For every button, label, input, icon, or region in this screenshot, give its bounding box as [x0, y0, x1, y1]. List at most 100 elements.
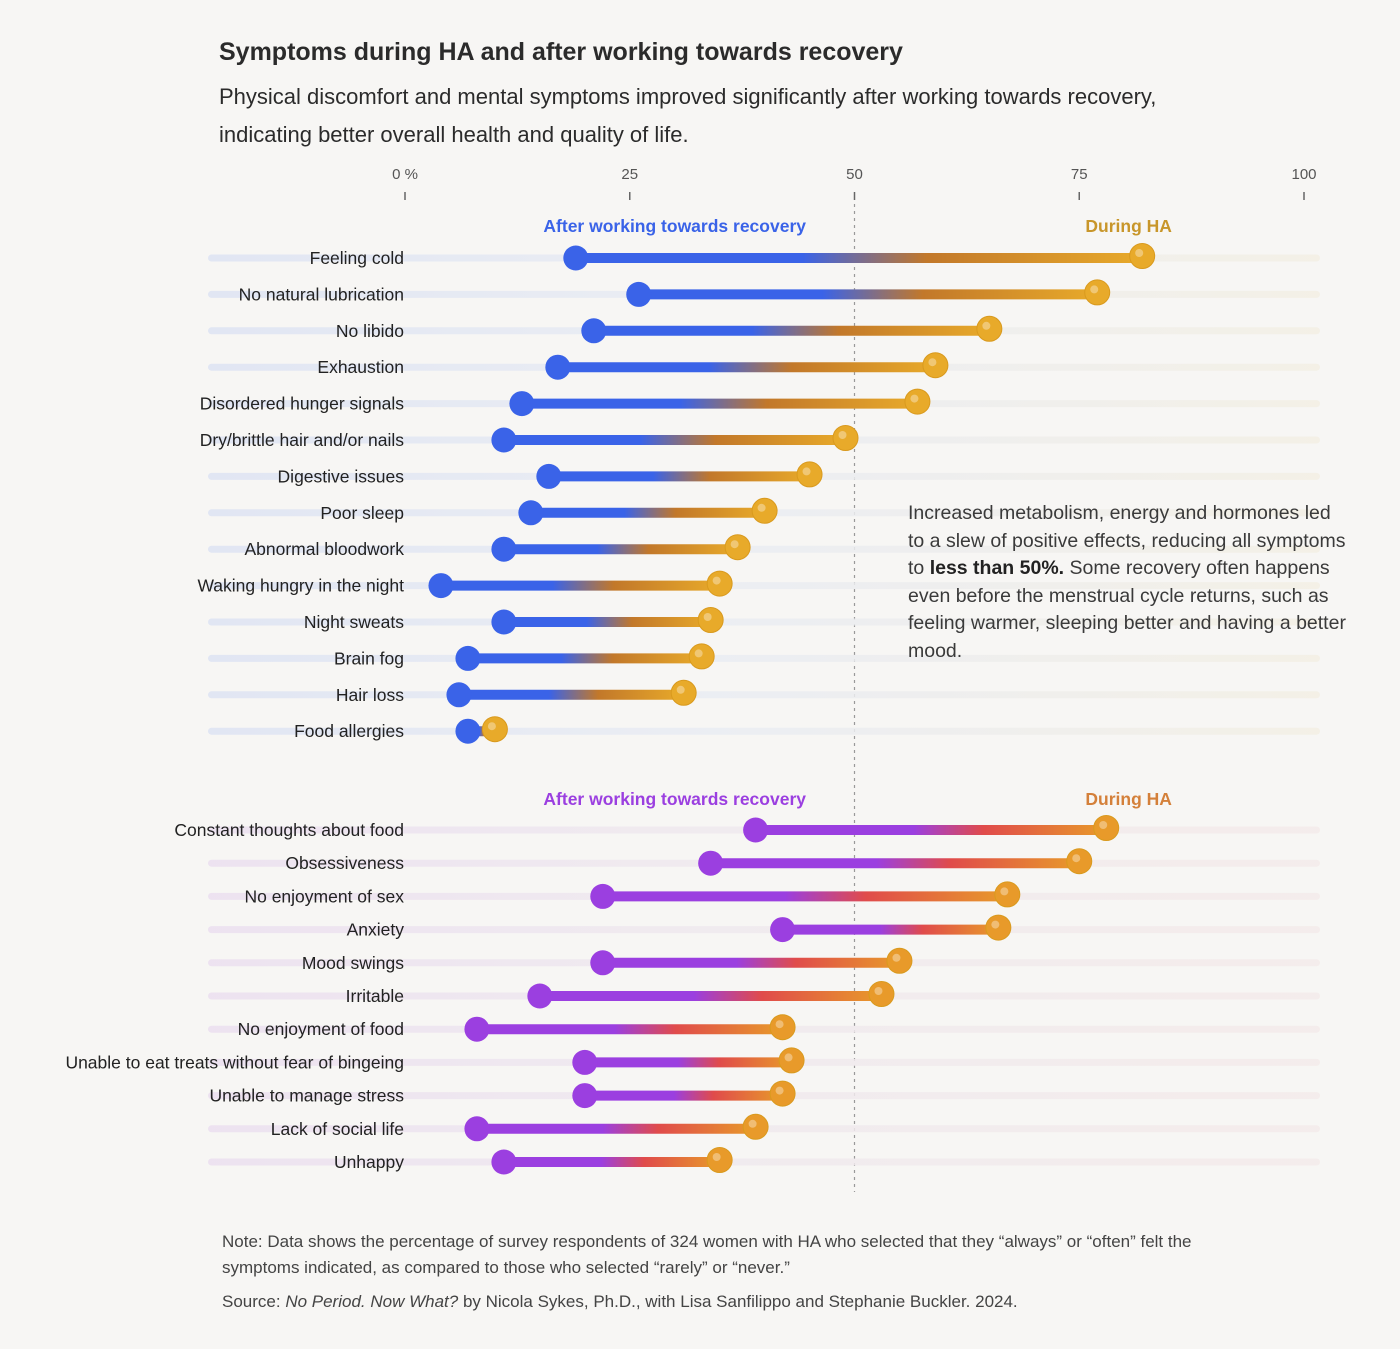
- annotation-text-before: Increased metabolism, energy and hormone…: [908, 502, 1346, 579]
- during-ha-dot: [688, 643, 715, 670]
- row-label: Waking hungry in the night: [197, 576, 404, 596]
- after-recovery-dot: [743, 817, 769, 843]
- dumbbell-bar: [467, 653, 702, 664]
- axis-tick-label: 25: [621, 166, 638, 183]
- during-ha-dot: [886, 947, 913, 974]
- after-recovery-dot: [590, 883, 616, 909]
- during-ha-dot-highlight: [694, 649, 703, 658]
- after-recovery-dot: [464, 1016, 490, 1042]
- dumbbell-bar: [503, 435, 846, 445]
- row-track: [208, 545, 1320, 553]
- after-recovery-dot: [428, 573, 454, 599]
- during-ha-dot-highlight: [802, 467, 811, 476]
- during-ha-dot-highlight: [982, 321, 991, 330]
- row-label: Disordered hunger signals: [200, 394, 405, 414]
- during-ha-dot: [1084, 279, 1111, 306]
- during-ha-dot: [985, 914, 1012, 941]
- dumbbell-bar: [602, 957, 900, 968]
- during-ha-dot-highlight: [775, 1020, 784, 1029]
- during-ha-dot: [868, 981, 895, 1007]
- axis-tick-label: 100: [1291, 166, 1316, 183]
- row-label: Hair loss: [336, 685, 404, 705]
- after-recovery-dot: [491, 609, 517, 635]
- after-recovery-dot: [698, 850, 724, 876]
- during-ha-dot-highlight: [910, 394, 919, 403]
- dumbbell-bar: [710, 858, 1080, 869]
- dumbbell-bar: [557, 362, 936, 373]
- dumbbell-bar: [593, 325, 990, 336]
- during-ha-dot-highlight: [928, 358, 937, 367]
- dumbbell-bar: [503, 617, 711, 627]
- during-ha-dot-highlight: [1135, 249, 1144, 257]
- after-recovery-dot: [509, 391, 535, 417]
- during-ha-dot-highlight: [784, 1053, 793, 1062]
- during-ha-dot: [697, 607, 724, 633]
- during-ha-dot-highlight: [1072, 854, 1081, 863]
- during-ha-dot-highlight: [838, 431, 847, 439]
- during-ha-dot-highlight: [757, 503, 766, 512]
- row-track: [208, 618, 1320, 626]
- axis-tick-label: 0 %: [392, 166, 418, 183]
- row-label: No enjoyment of sex: [244, 886, 404, 906]
- during-ha-dot-highlight: [874, 987, 883, 995]
- after-recovery-dot: [455, 645, 481, 671]
- chart-title: Symptoms during HA and after working tow…: [219, 38, 903, 66]
- row-label: No natural lubrication: [239, 284, 404, 304]
- chart-annotation: Increased metabolism, energy and hormone…: [908, 500, 1348, 665]
- dumbbell-bar: [476, 1123, 756, 1134]
- after-recovery-dot: [536, 463, 562, 489]
- after-recovery-dot: [446, 682, 472, 708]
- during-ha-dot: [742, 1113, 769, 1140]
- after-recovery-dot: [455, 718, 481, 744]
- row-label: No enjoyment of food: [238, 1019, 404, 1039]
- chart-subtitle: Physical discomfort and mental symptoms …: [219, 84, 1157, 147]
- row-label: Night sweats: [304, 612, 404, 632]
- during-ha-dot-highlight: [676, 685, 685, 694]
- dumbbell-bar: [530, 507, 765, 518]
- dumbbell-bar: [602, 891, 1008, 902]
- during-ha-dot: [751, 497, 778, 524]
- during-ha-dot-highlight: [1099, 821, 1108, 829]
- row-label: Mood swings: [302, 953, 404, 973]
- source-prefix: Source:: [222, 1292, 286, 1311]
- during-ha-dot: [706, 570, 733, 597]
- after-recovery-dot: [581, 318, 607, 344]
- row-label: Unable to eat treats without fear of bin…: [65, 1052, 404, 1072]
- row-label: Unable to manage stress: [209, 1086, 404, 1106]
- row-label: Digestive issues: [278, 466, 405, 486]
- row-track: [208, 926, 1320, 934]
- series-header-during: During HA: [1085, 216, 1172, 236]
- during-ha-dot-highlight: [712, 1153, 721, 1161]
- during-ha-dot: [832, 425, 859, 451]
- during-ha-dot: [904, 388, 931, 415]
- during-ha-dot: [670, 679, 697, 706]
- after-recovery-dot: [464, 1116, 490, 1142]
- during-ha-dot: [481, 716, 508, 743]
- dumbbell-bar: [584, 1057, 792, 1068]
- axis-tick-label: 50: [846, 166, 863, 183]
- during-ha-dot-highlight: [703, 613, 712, 621]
- row-label: No libido: [336, 321, 404, 341]
- during-ha-dot-highlight: [775, 1086, 784, 1095]
- after-recovery-dot: [545, 354, 571, 380]
- after-recovery-dot: [491, 427, 517, 453]
- after-recovery-dot: [491, 1149, 517, 1175]
- dumbbell-bar: [503, 544, 738, 555]
- after-recovery-dot: [518, 500, 544, 526]
- during-ha-dot: [994, 881, 1021, 908]
- row-label: Poor sleep: [320, 503, 404, 523]
- dumbbell-bar: [782, 924, 999, 935]
- row-track: [208, 1158, 1320, 1166]
- source-book-title: No Period. Now What?: [285, 1292, 459, 1311]
- during-ha-dot: [976, 315, 1003, 342]
- during-ha-dot: [796, 461, 823, 488]
- after-recovery-dot: [590, 950, 616, 976]
- during-ha-dot-highlight: [1090, 285, 1099, 294]
- chart-note: Note: Data shows the percentage of surve…: [222, 1232, 1192, 1277]
- series-header-after: After working towards recovery: [543, 789, 806, 809]
- row-label: Obsessiveness: [285, 853, 404, 873]
- source-suffix: by Nicola Sykes, Ph.D., with Lisa Sanfil…: [458, 1292, 1018, 1311]
- during-ha-dot: [706, 1147, 733, 1173]
- dumbbell-bar: [638, 289, 1098, 300]
